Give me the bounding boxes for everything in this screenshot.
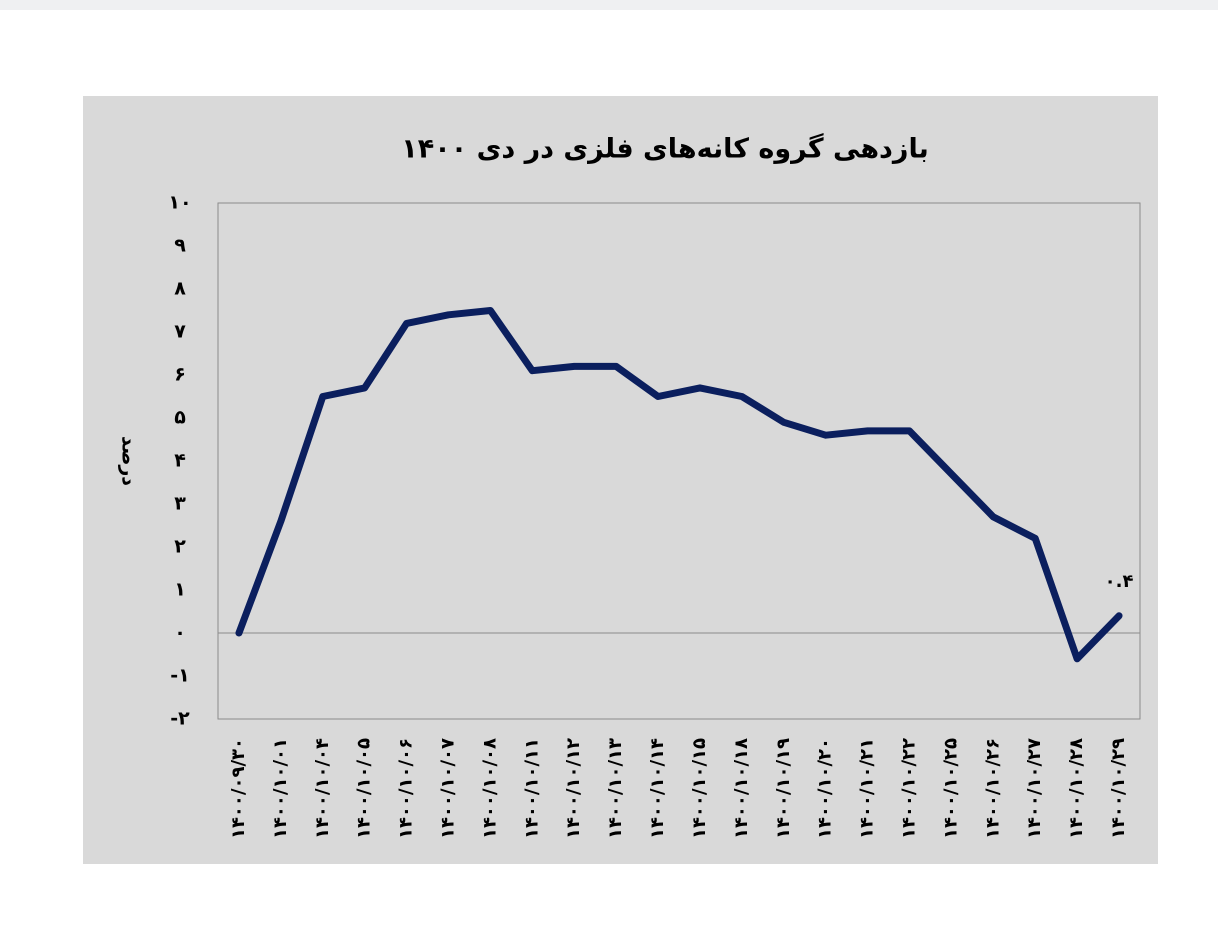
x-tick-label: ۱۴۰۰/۱۰/۱۱ <box>521 738 542 839</box>
y-tick-label: -۱ <box>170 665 189 687</box>
y-tick-label: ۱۰ <box>168 192 191 214</box>
y-tick-label: ۱ <box>174 579 186 601</box>
x-tick-label: ۱۴۰۰/۱۰/۱۳ <box>605 738 626 839</box>
x-tick-label: ۱۴۰۰/۱۰/۲۹ <box>1108 738 1129 839</box>
x-tick-label: ۱۴۰۰/۱۰/۲۵ <box>940 738 961 839</box>
x-tick-label: ۱۴۰۰/۱۰/۱۵ <box>689 738 710 839</box>
plot-area <box>217 202 1141 720</box>
x-tick-label: ۱۴۰۰/۱۰/۰۶ <box>396 738 417 839</box>
y-tick-label: ۳ <box>174 493 186 515</box>
y-tick-label: ۹ <box>174 235 186 257</box>
y-tick-label: ۸ <box>174 278 186 300</box>
y-tick-label: ۲ <box>174 536 186 558</box>
chart-title: بازدهی گروه کانه‌های فلزی در دی ۱۴۰۰ <box>401 133 928 165</box>
x-tick-label: ۱۴۰۰/۱۰/۰۴ <box>312 738 333 839</box>
x-tick-label: ۱۴۰۰/۱۰/۲۱ <box>857 738 878 839</box>
y-axis-label: درصد <box>118 436 140 486</box>
y-tick-label: ۵ <box>174 407 186 429</box>
x-tick-label: ۱۴۰۰/۱۰/۰۱ <box>270 738 291 839</box>
y-tick-label: -۲ <box>170 708 190 730</box>
x-tick-label: ۱۴۰۰/۱۰/۱۸ <box>731 738 752 839</box>
line-series <box>235 307 1123 663</box>
x-tick-label: ۱۴۰۰/۱۰/۲۸ <box>1066 738 1087 839</box>
x-tick-label: ۱۴۰۰/۱۰/۰۷ <box>438 738 459 839</box>
y-tick-label: ۰ <box>174 622 186 644</box>
x-tick-label: ۱۴۰۰/۱۰/۲۶ <box>982 738 1003 839</box>
data-label: ۰.۴ <box>1105 571 1134 592</box>
y-tick-label: ۷ <box>174 321 186 343</box>
y-tick-label: ۴ <box>174 450 186 472</box>
x-tick-label: ۱۴۰۰/۱۰/۲۲ <box>899 738 920 839</box>
x-tick-label: ۱۴۰۰/۱۰/۱۲ <box>563 738 584 839</box>
x-tick-label: ۱۴۰۰/۱۰/۲۰ <box>815 738 836 839</box>
x-tick-label: ۱۴۰۰/۱۰/۲۷ <box>1024 738 1045 839</box>
x-tick-label: ۱۴۰۰/۱۰/۱۹ <box>773 738 794 839</box>
x-tick-label: ۱۴۰۰/۰۹/۳۰ <box>228 738 249 839</box>
top-bar <box>0 0 1218 10</box>
x-tick-label: ۱۴۰۰/۱۰/۱۴ <box>647 738 668 839</box>
x-tick-label: ۱۴۰۰/۱۰/۰۸ <box>479 738 500 839</box>
y-tick-label: ۶ <box>174 364 186 386</box>
x-tick-label: ۱۴۰۰/۱۰/۰۵ <box>354 738 375 839</box>
